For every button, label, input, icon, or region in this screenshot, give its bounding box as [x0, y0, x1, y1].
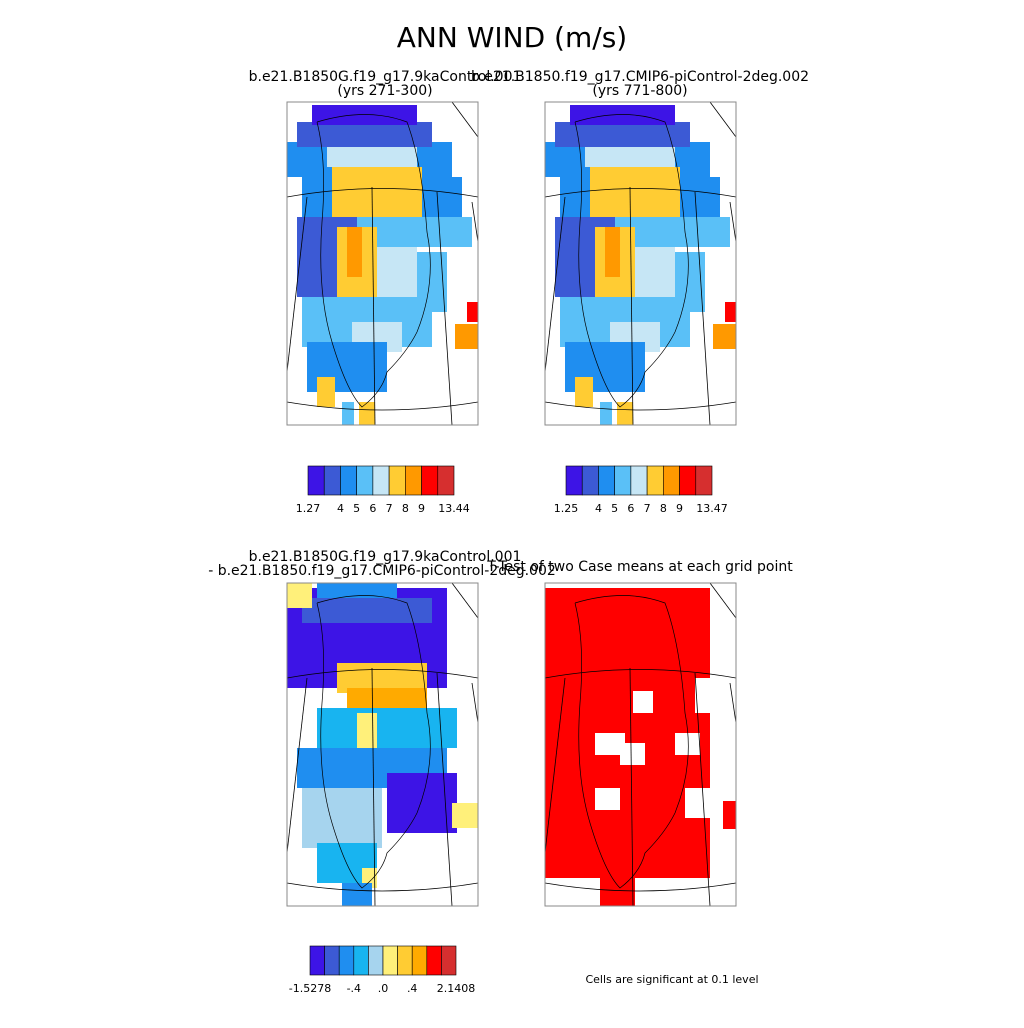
- colorbar-label: 1.27: [296, 502, 321, 515]
- colorbar-label: 4: [337, 502, 344, 515]
- colorbar-box: [338, 945, 355, 976]
- colorbar-label: 9: [676, 502, 683, 515]
- colorbar-box: [388, 465, 406, 496]
- map-panel-3: [286, 582, 479, 907]
- panel-subtitle: (yrs 771-800): [592, 83, 687, 99]
- panel-title: b.e21.B1850.f19_g17.CMIP6-piControl-2deg…: [471, 69, 809, 85]
- panel-title: T-Test of two Case means at each grid po…: [486, 559, 793, 575]
- colorbar-box: [324, 945, 340, 976]
- colorbar-box: [353, 945, 369, 976]
- panel-title: b.e21.B1850G.f19_g17.9kaControl.001: [249, 549, 522, 565]
- figure-title: ANN WIND (m/s): [397, 21, 627, 54]
- colorbar-box: [307, 465, 325, 496]
- colorbar-label: 6: [369, 502, 376, 515]
- colorbar-box: [397, 945, 413, 976]
- map-panel-4: [544, 582, 737, 907]
- colorbar-label: 9: [418, 502, 425, 515]
- colorbar-box: [663, 465, 680, 496]
- colorbar-label: .4: [407, 982, 418, 995]
- colorbar-label: 1.25: [554, 502, 579, 515]
- colorbar-label: 13.47: [696, 502, 728, 515]
- colorbar-box: [679, 465, 697, 496]
- colorbar-box: [581, 465, 599, 496]
- colorbar-label: 2.1408: [437, 982, 476, 995]
- colorbar-box: [421, 465, 439, 496]
- panel-title: b.e21.B1850G.f19_g17.9kaControl.001: [249, 69, 522, 85]
- colorbar-box: [426, 945, 442, 976]
- colorbar-box: [437, 465, 455, 496]
- colorbar-box: [368, 945, 384, 976]
- colorbar-label: 7: [386, 502, 393, 515]
- colorbar-label: 8: [660, 502, 667, 515]
- colorbar-label: 8: [402, 502, 409, 515]
- colorbar-box: [646, 465, 664, 496]
- colorbar-box: [382, 945, 398, 976]
- panel-subtitle: - b.e21.B1850.f19_g17.CMIP6-piControl-2d…: [208, 563, 556, 579]
- panel-subtitle: (yrs 271-300): [337, 83, 432, 99]
- colorbar-label: 5: [611, 502, 618, 515]
- colorbar-box: [630, 465, 648, 496]
- colorbar-box: [356, 465, 374, 496]
- colorbar-label: -1.5278: [289, 982, 331, 995]
- map-panel-2: [544, 101, 737, 426]
- colorbar-box: [598, 465, 615, 496]
- colorbar-box: [340, 465, 357, 496]
- colorbar-label: 5: [353, 502, 360, 515]
- colorbar-label: .0: [378, 982, 389, 995]
- colorbar-label: 6: [627, 502, 634, 515]
- colorbar-box: [614, 465, 632, 496]
- colorbar-box: [405, 465, 422, 496]
- map-panel-1: [286, 101, 479, 426]
- colorbar-box: [411, 945, 428, 976]
- colorbar-box: [695, 465, 713, 496]
- colorbar-label: 4: [595, 502, 602, 515]
- colorbar-label: -.4: [347, 982, 361, 995]
- colorbar-box: [565, 465, 583, 496]
- note: Cells are significant at 0.1 level: [585, 973, 758, 986]
- colorbar-box: [441, 945, 457, 976]
- colorbar-label: 13.44: [438, 502, 470, 515]
- colorbar-box: [323, 465, 341, 496]
- colorbar-box: [372, 465, 390, 496]
- colorbar-label: 7: [644, 502, 651, 515]
- colorbar-box: [309, 945, 325, 976]
